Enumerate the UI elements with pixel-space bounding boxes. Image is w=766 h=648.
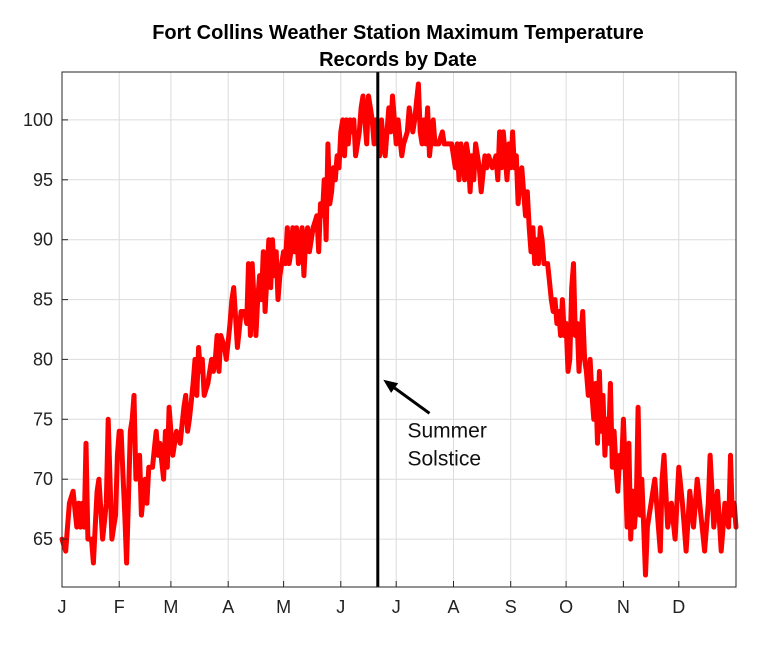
x-tick-label-7: J xyxy=(392,597,401,617)
x-tick-label-4: A xyxy=(222,597,234,617)
y-tick-label-80: 80 xyxy=(33,349,53,369)
series-layer xyxy=(59,81,739,578)
x-tick-label-2: F xyxy=(114,597,125,617)
y-axis-ticks: 65 70 75 80 85 90 95 100 xyxy=(23,110,68,549)
y-tick-label-90: 90 xyxy=(33,230,53,250)
y-tick-label-95: 95 xyxy=(33,170,53,190)
annotation-arrow-shaft xyxy=(393,386,431,415)
annotation-text-line-1: Summer xyxy=(408,419,487,442)
x-tick-label-12: D xyxy=(672,597,685,617)
x-tick-label-11: N xyxy=(617,597,630,617)
y-tick-label-85: 85 xyxy=(33,290,53,310)
y-tick-label-70: 70 xyxy=(33,469,53,489)
chart-subtitle: Records by Date xyxy=(319,49,477,71)
solstice-annotation: Summer Solstice xyxy=(383,379,487,470)
record-max-temperature-line xyxy=(59,81,739,578)
y-tick-label-100: 100 xyxy=(23,110,53,130)
annotation-arrow-head xyxy=(383,379,399,393)
x-tick-label-9: S xyxy=(505,597,517,617)
y-tick-label-65: 65 xyxy=(33,529,53,549)
x-tick-label-10: O xyxy=(559,597,573,617)
x-tick-label-3: M xyxy=(163,597,178,617)
x-tick-label-8: A xyxy=(447,597,459,617)
chart-title: Fort Collins Weather Station Maximum Tem… xyxy=(152,22,644,44)
x-tick-label-1: J xyxy=(58,597,67,617)
plot-frame xyxy=(61,71,737,588)
x-tick-label-5: M xyxy=(276,597,291,617)
annotation-text-line-2: Solstice xyxy=(408,447,482,470)
x-tick-label-6: J xyxy=(336,597,345,617)
y-tick-label-75: 75 xyxy=(33,409,53,429)
